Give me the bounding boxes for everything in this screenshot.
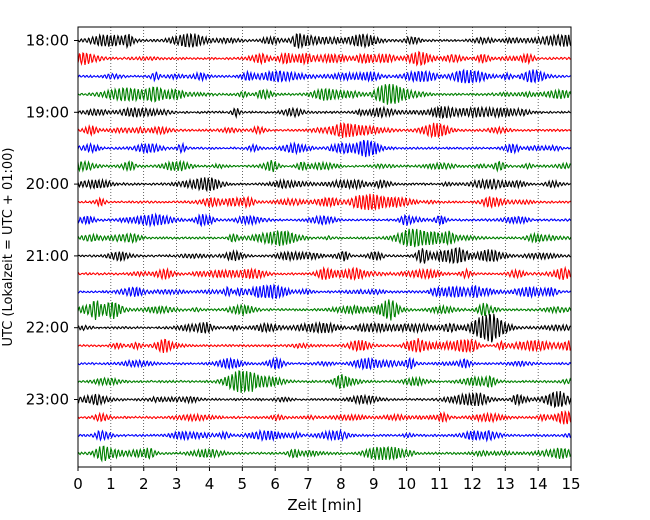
- trace-2245: [77, 370, 572, 393]
- trace-2115: [77, 265, 572, 282]
- x-tick-layer: 0 1 2 3 4 5 6 7 8 9 10 11 12 13 14 15: [73, 467, 581, 493]
- trace-1915: [77, 121, 571, 139]
- trace-layer: [77, 32, 572, 463]
- trace-2130: [77, 283, 572, 300]
- trace-2145: [77, 299, 572, 321]
- trace-2030: [77, 212, 572, 228]
- trace-2015: [77, 193, 572, 211]
- trace-1930: [77, 139, 572, 158]
- trace-1900: [77, 105, 571, 120]
- x-tick-label: 1: [106, 475, 116, 493]
- trace-2330: [77, 428, 572, 443]
- trace-2045: [77, 228, 572, 248]
- trace-2200: [77, 313, 571, 343]
- x-tick-label: 9: [369, 475, 379, 493]
- x-tick-label: 11: [430, 475, 449, 493]
- trace-2345: [77, 445, 572, 463]
- x-tick-label: 12: [463, 475, 482, 493]
- y-tick-label: 20:00: [26, 175, 69, 193]
- y-tick-label: 23:00: [26, 391, 69, 409]
- y-tick-label: 22:00: [26, 319, 69, 337]
- y-tick-label: 19:00: [26, 103, 69, 121]
- x-tick-label: 8: [336, 475, 346, 493]
- x-tick-label: 10: [397, 475, 416, 493]
- x-tick-label: 2: [139, 475, 149, 493]
- trace-2300: [77, 391, 572, 409]
- trace-1830: [77, 68, 571, 84]
- trace-1845: [77, 83, 572, 105]
- x-tick-label: 3: [172, 475, 182, 493]
- x-axis-label: Zeit [min]: [287, 496, 361, 514]
- trace-1800: [77, 32, 572, 50]
- trace-1945: [77, 159, 571, 173]
- y-tick-label: 21:00: [26, 247, 69, 265]
- trace-2000: [77, 177, 571, 193]
- x-tick-label: 5: [238, 475, 248, 493]
- y-axis-label: UTC (Lokalzeit = UTC + 01:00): [1, 148, 16, 347]
- trace-1815: [77, 50, 571, 67]
- x-tick-label: 14: [529, 475, 548, 493]
- x-tick-label: 6: [270, 475, 280, 493]
- x-tick-label: 13: [496, 475, 515, 493]
- x-tick-label: 4: [205, 475, 215, 493]
- trace-2315: [77, 409, 572, 425]
- x-tick-label: 7: [303, 475, 313, 493]
- x-tick-label: 15: [561, 475, 580, 493]
- trace-2230: [77, 356, 572, 371]
- x-tick-label: 0: [73, 475, 83, 493]
- trace-2215: [77, 338, 571, 354]
- y-tick-layer: 18:00 19:00 20:00 21:00 22:00 23:00: [26, 32, 78, 409]
- trace-2100: [77, 247, 571, 265]
- y-tick-label: 18:00: [26, 32, 69, 50]
- plot-frame: [77, 26, 572, 468]
